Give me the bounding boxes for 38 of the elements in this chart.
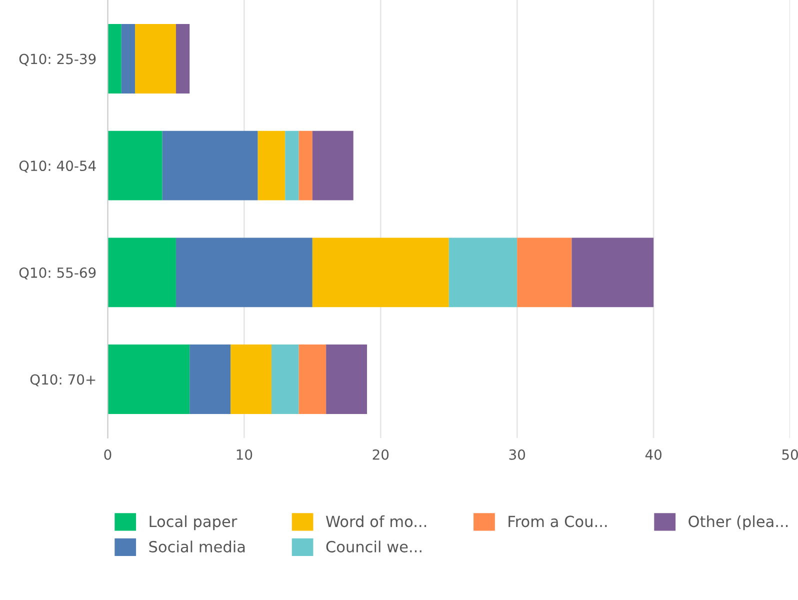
x-tick-label: 10 <box>236 449 252 460</box>
bar <box>312 238 449 308</box>
bar <box>230 344 272 414</box>
bar <box>108 24 122 94</box>
y-tick-label: Q10: 25-39 <box>19 54 96 66</box>
bar <box>517 238 572 308</box>
bar <box>176 24 190 94</box>
x-tick-label: 0 <box>104 449 112 460</box>
legend-label: From a Cou... <box>508 516 607 528</box>
bar <box>121 24 136 94</box>
x-tick-label: 20 <box>372 449 389 460</box>
bar <box>271 344 299 414</box>
y-tick-label: Q10: 55-69 <box>19 267 96 280</box>
bar <box>162 130 258 200</box>
bar <box>135 24 176 94</box>
x-tick-label: 40 <box>645 449 662 460</box>
bar <box>448 238 518 308</box>
bar <box>108 238 176 308</box>
bar <box>312 130 354 200</box>
bar <box>108 130 162 200</box>
legend-label: Social media <box>149 540 245 552</box>
bar <box>298 344 326 414</box>
bar <box>572 238 654 308</box>
bar <box>258 130 286 200</box>
y-tick-label: Q10: 70+ <box>30 374 96 386</box>
bar <box>298 130 312 200</box>
legend-label: Local paper <box>150 515 238 530</box>
bar <box>190 344 231 414</box>
legend-label: Other (plea... <box>688 515 788 530</box>
bar <box>176 238 312 308</box>
x-tick-label: 30 <box>509 449 526 460</box>
bar <box>285 130 299 200</box>
legend-label: Word of mo... <box>326 515 426 528</box>
y-tick-label: Q10: 40-54 <box>19 160 96 173</box>
bar <box>108 344 190 414</box>
x-tick-label: 50 <box>782 449 798 460</box>
legend-label: Council we... <box>326 540 422 552</box>
bar <box>326 344 367 414</box>
